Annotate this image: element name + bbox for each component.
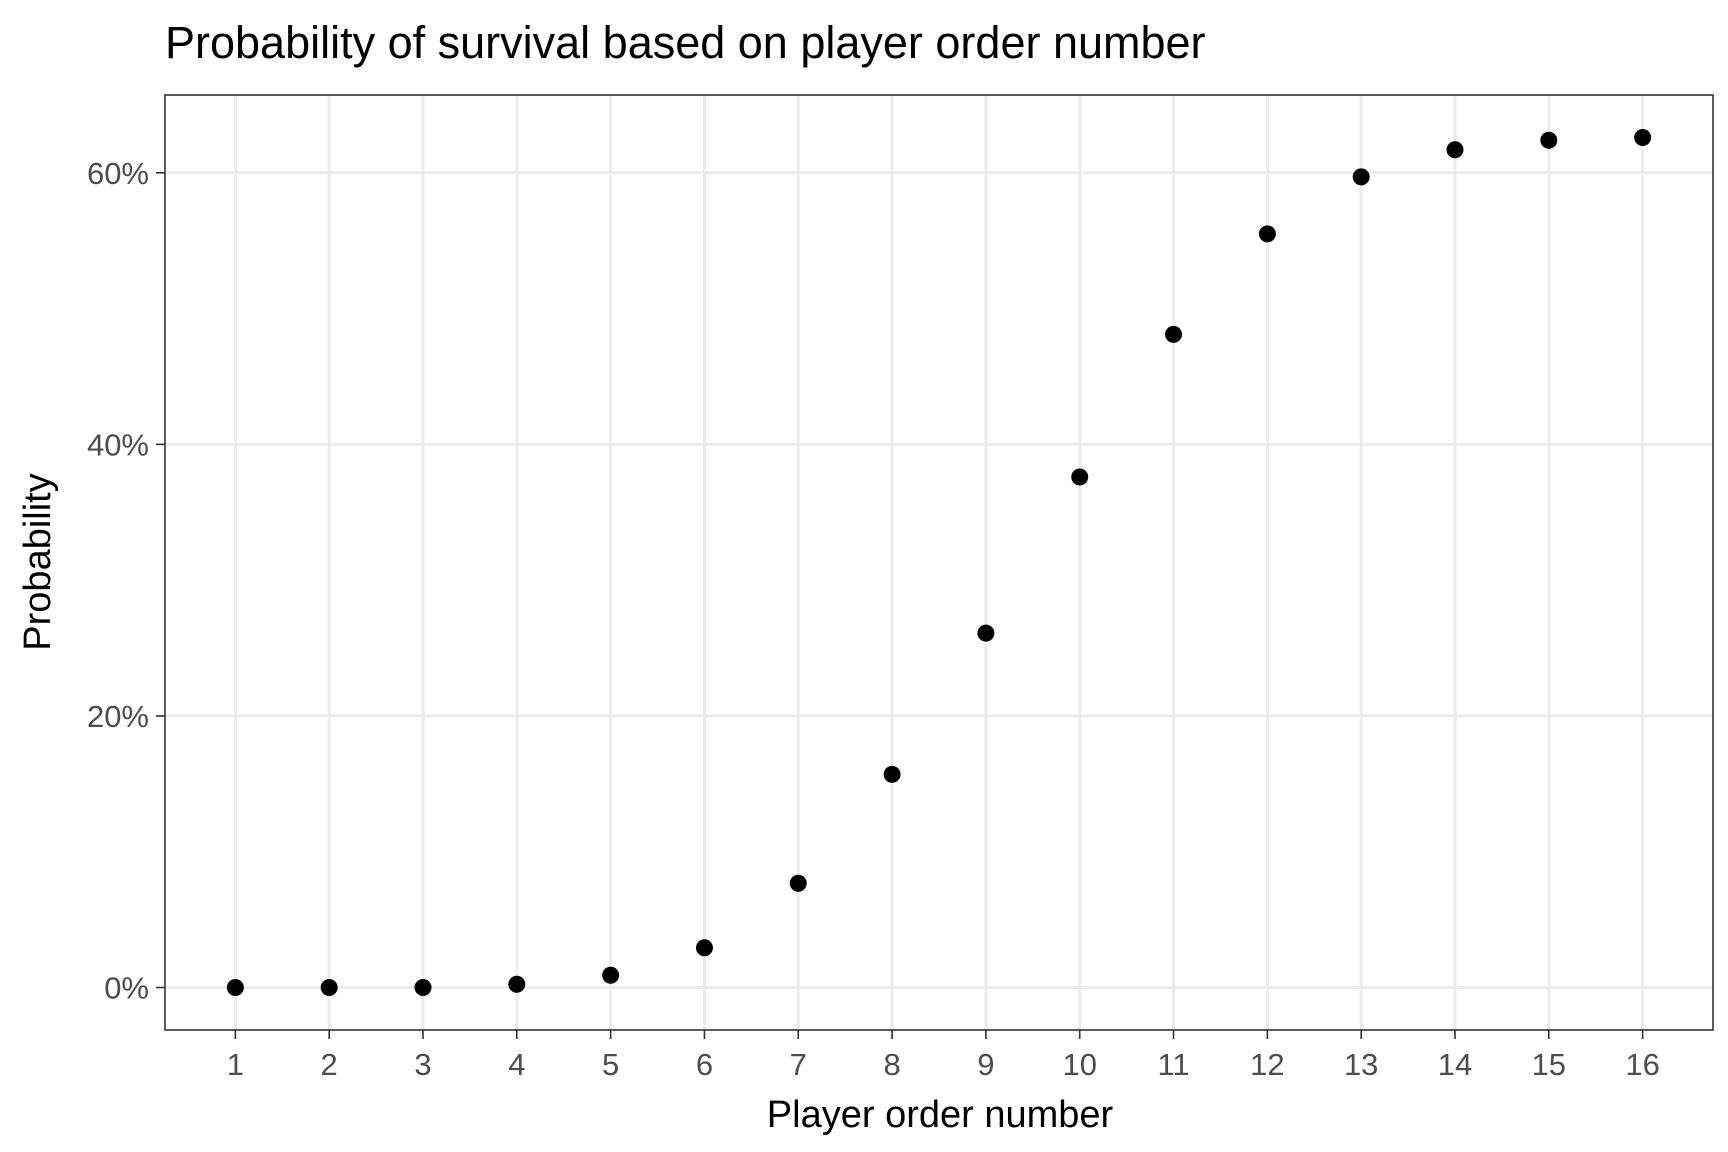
data-point bbox=[1165, 325, 1183, 343]
data-point bbox=[1258, 225, 1276, 243]
plot-panel bbox=[164, 94, 1714, 1031]
data-point bbox=[1540, 131, 1558, 149]
chart-title: Probability of survival based on player … bbox=[165, 17, 1206, 68]
x-tick-label: 8 bbox=[883, 1047, 900, 1082]
data-point bbox=[789, 874, 807, 892]
data-points bbox=[226, 129, 1652, 996]
data-point bbox=[1446, 141, 1464, 159]
y-tick-label: 60% bbox=[87, 156, 149, 191]
data-point bbox=[977, 624, 995, 642]
y-tick-label: 40% bbox=[87, 427, 149, 462]
y-axis-label: Probability bbox=[17, 473, 59, 650]
x-tick-label: 7 bbox=[790, 1047, 807, 1082]
data-point bbox=[508, 975, 526, 993]
x-tick-label: 1 bbox=[227, 1047, 244, 1082]
data-point bbox=[1634, 129, 1652, 146]
x-tick-label: 11 bbox=[1157, 1047, 1189, 1082]
x-axis-label: Player order number bbox=[767, 1094, 1114, 1136]
y-tick-label: 0% bbox=[104, 971, 149, 1006]
x-tick-label: 4 bbox=[508, 1047, 525, 1082]
data-point bbox=[226, 979, 244, 996]
y-tick-label: 20% bbox=[87, 699, 149, 734]
x-tick-label: 14 bbox=[1438, 1047, 1472, 1082]
x-tick-label: 10 bbox=[1062, 1047, 1096, 1082]
axes: 1 2 3 4 5 6 7 8 9 10 11 12 13 14 15 160%20%40%60% bbox=[87, 156, 1660, 1082]
gridlines bbox=[165, 95, 1713, 1030]
x-tick-label: 15 bbox=[1532, 1047, 1566, 1082]
x-tick-label: 13 bbox=[1344, 1047, 1378, 1082]
data-point bbox=[695, 939, 713, 957]
x-tick-label: 2 bbox=[321, 1047, 338, 1082]
x-tick-label: 5 bbox=[602, 1047, 619, 1082]
data-point bbox=[1071, 468, 1089, 486]
x-tick-label: 3 bbox=[414, 1047, 431, 1082]
data-point bbox=[320, 979, 338, 996]
x-tick-label: 9 bbox=[977, 1047, 994, 1082]
x-tick-label: 6 bbox=[696, 1047, 713, 1082]
x-tick-label: 12 bbox=[1250, 1047, 1284, 1082]
data-point bbox=[414, 979, 432, 996]
data-point bbox=[883, 765, 901, 783]
data-point bbox=[602, 966, 620, 984]
x-tick-label: 16 bbox=[1625, 1047, 1659, 1082]
data-point bbox=[1352, 168, 1370, 186]
